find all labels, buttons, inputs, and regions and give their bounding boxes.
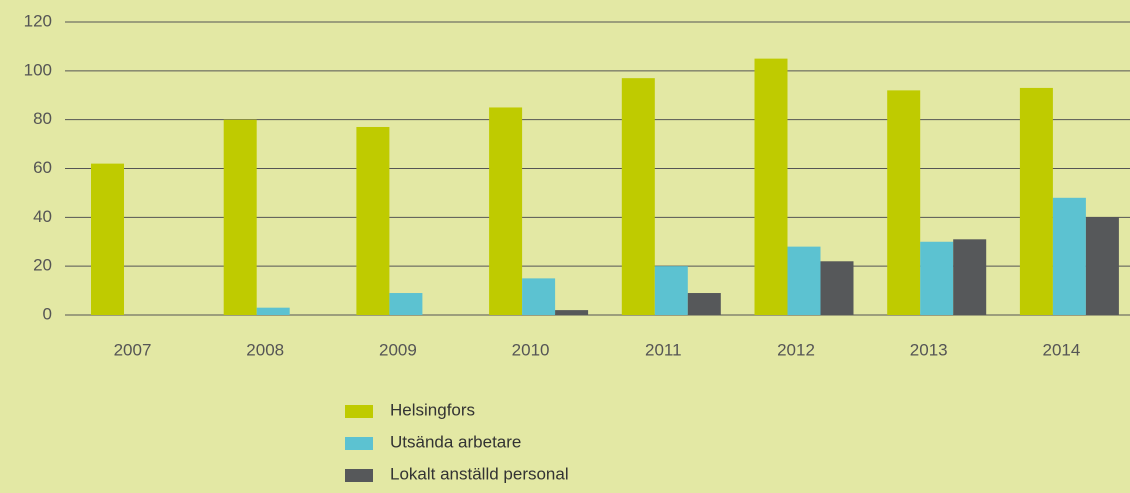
bar: [389, 293, 423, 315]
x-tick-label: 2014: [1042, 340, 1080, 359]
bar: [1019, 87, 1053, 315]
bar: [687, 293, 721, 315]
bar: [621, 78, 655, 316]
bar: [1085, 217, 1119, 315]
bar: [754, 58, 788, 315]
legend-swatch: [345, 437, 373, 450]
x-tick-label: 2007: [114, 340, 152, 359]
y-tick-label: 120: [24, 11, 52, 30]
bar: [91, 163, 124, 315]
bar: [256, 307, 290, 315]
bar: [522, 278, 556, 315]
bar: [555, 310, 589, 315]
bar: [356, 126, 390, 315]
legend-label: Lokalt anställd personal: [390, 464, 569, 483]
bar: [1052, 197, 1086, 315]
bar: [820, 261, 854, 315]
bar: [489, 107, 523, 315]
y-tick-label: 60: [33, 158, 52, 177]
y-tick-label: 0: [43, 304, 52, 323]
bar: [920, 241, 954, 315]
y-tick-label: 20: [33, 256, 52, 275]
bar: [223, 119, 257, 316]
x-tick-label: 2011: [645, 340, 682, 359]
x-tick-label: 2012: [777, 340, 815, 359]
y-tick-label: 100: [24, 60, 52, 79]
legend-label: Helsingfors: [390, 400, 475, 419]
legend-label: Utsända arbetare: [390, 432, 521, 451]
bar: [654, 266, 688, 315]
x-tick-label: 2008: [246, 340, 284, 359]
legend-swatch: [345, 469, 373, 482]
bar: [953, 239, 987, 315]
y-tick-label: 40: [33, 207, 52, 226]
x-tick-label: 2013: [910, 340, 948, 359]
x-tick-label: 2010: [512, 340, 550, 359]
bar: [787, 246, 821, 315]
legend-swatch: [345, 405, 373, 418]
x-tick-label: 2009: [379, 340, 417, 359]
y-tick-label: 80: [33, 109, 52, 128]
bar: [887, 90, 921, 315]
